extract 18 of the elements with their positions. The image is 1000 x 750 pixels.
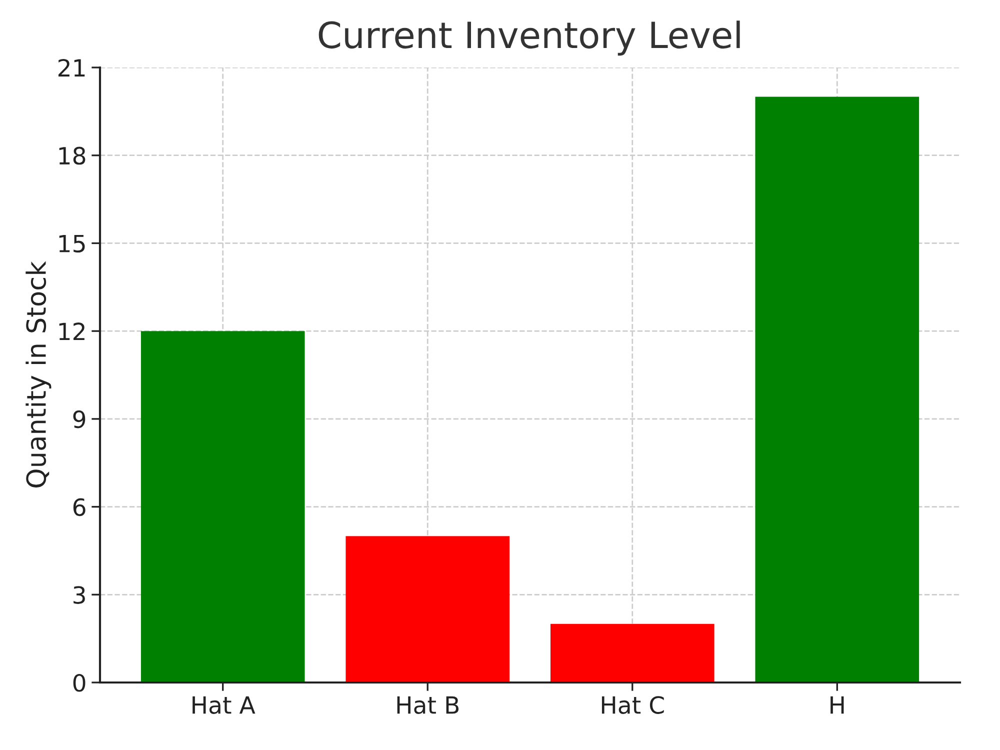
y-tick-label: 15: [59, 234, 85, 253]
y-tick-label: 12: [59, 322, 84, 340]
y-tick-label: 18: [59, 146, 86, 165]
y-tick-label: 0: [73, 674, 86, 692]
y-axis-title: Quantity in Stock: [26, 261, 52, 488]
bar: [140, 331, 305, 682]
y-tick-label: 6: [73, 498, 86, 516]
bar: [550, 624, 714, 682]
chart-title: Current Inventory Level: [318, 20, 740, 56]
y-tick-label: 9: [73, 410, 86, 428]
y-tick-label: 3: [74, 586, 85, 604]
x-tick-label: H: [830, 696, 844, 714]
x-tick-label: Hat A: [192, 696, 256, 714]
bar: [755, 96, 920, 682]
bar: [346, 536, 510, 682]
x-tick-label: Hat C: [602, 696, 664, 714]
x-tick-label: Hat B: [397, 696, 459, 714]
y-tick-label: 21: [58, 58, 85, 76]
